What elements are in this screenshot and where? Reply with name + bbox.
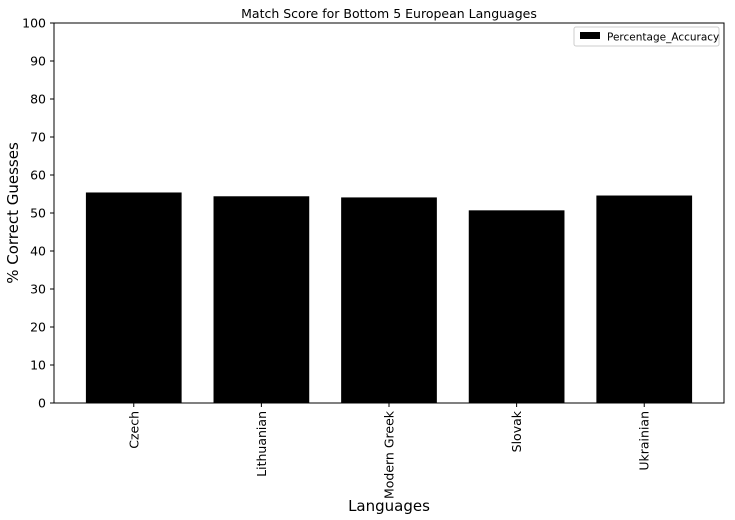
legend: Percentage_Accuracy	[573, 26, 720, 47]
bar-ukrainian	[596, 195, 693, 403]
y-tick-label: 10	[30, 358, 46, 373]
x-tick-label: Czech	[126, 411, 141, 449]
plot-area-frame	[53, 22, 725, 404]
y-tick-label: 70	[30, 130, 46, 145]
x-tick-label: Slovak	[509, 410, 524, 452]
y-axis-label: % Correct Guesses	[4, 142, 22, 284]
legend-swatch	[580, 32, 600, 39]
y-tick-label: 90	[30, 54, 46, 69]
y-tick-label: 60	[30, 168, 46, 183]
legend-label: Percentage_Accuracy	[607, 32, 719, 44]
y-tick-label: 40	[30, 244, 46, 259]
chart-title: Match Score for Bottom 5 European Langua…	[241, 6, 537, 21]
x-tick-label: Lithuanian	[254, 411, 269, 477]
x-axis: Czech Lithuanian Modern Greek Slovak Ukraini…	[126, 403, 652, 499]
x-axis-label: Languages	[348, 497, 430, 515]
bar-czech	[85, 192, 182, 403]
x-tick-label: Modern Greek	[382, 410, 397, 499]
y-tick-label: 30	[30, 282, 46, 297]
bar-lithuanian	[213, 196, 310, 403]
y-tick-label: 20	[30, 320, 46, 335]
bar-slovak	[468, 210, 565, 403]
y-axis: 0 10 20 30 40 50 60 70 80 90 100	[22, 16, 54, 411]
bars-group	[85, 192, 693, 403]
legend-box	[573, 26, 720, 47]
y-tick-label: 0	[38, 396, 46, 411]
y-tick-label: 100	[22, 16, 46, 31]
y-tick-label: 80	[30, 92, 46, 107]
x-tick-label: Ukrainian	[637, 411, 652, 471]
y-tick-label: 50	[30, 206, 46, 221]
bar-modern-greek	[341, 197, 437, 403]
